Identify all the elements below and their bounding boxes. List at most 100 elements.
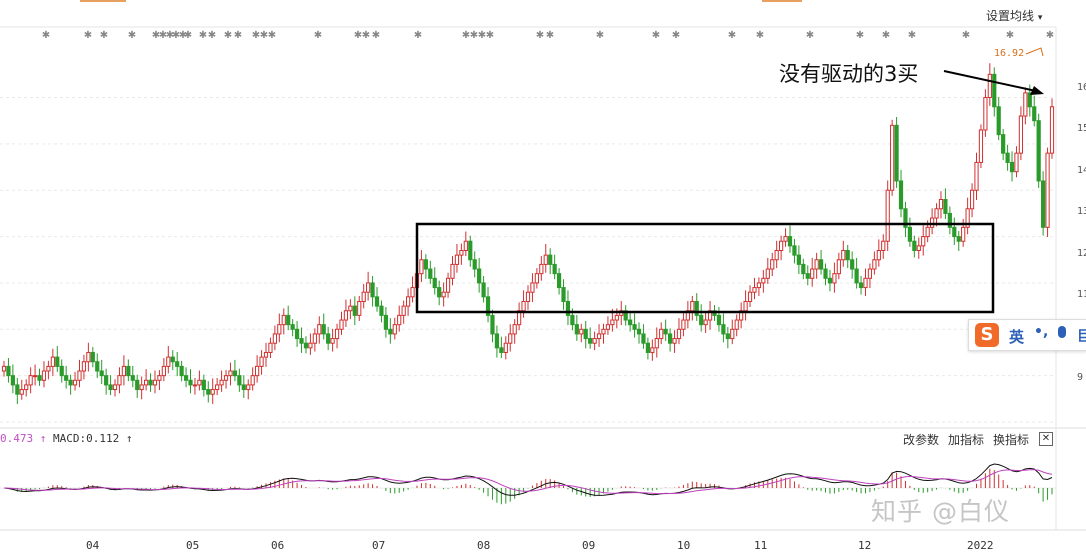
candle-body (286, 314, 291, 326)
candle-body (490, 314, 495, 335)
ime-more-icon[interactable]: 巨 (1077, 329, 1086, 345)
candle-body (37, 375, 42, 381)
candle-body (947, 212, 952, 228)
add-indicator-button[interactable]: 加指标 (948, 433, 985, 447)
candle-body (756, 282, 762, 289)
candle-body (148, 379, 153, 386)
candle-body (170, 356, 175, 363)
candle-body (423, 259, 428, 270)
event-marker: ✱ (354, 30, 362, 41)
candle-body (938, 199, 944, 210)
candle-body (197, 379, 202, 386)
edit-params-button[interactable]: 改参数 (903, 433, 940, 447)
x-tick-label: 06 (271, 539, 285, 552)
candle-body (219, 379, 224, 386)
ime-toolbar[interactable]: S 英 •, 巨 (968, 319, 1086, 351)
candle-body (223, 375, 229, 381)
candle-body (326, 333, 331, 344)
candle-body (95, 361, 100, 372)
candle-body (690, 300, 695, 312)
candle-body (339, 319, 344, 330)
y-tick-label: 9 (1077, 372, 1084, 383)
event-marker: ✱ (486, 30, 494, 41)
candle-body (907, 226, 912, 242)
event-marker: ✱ (260, 30, 268, 41)
candle-body (916, 245, 921, 251)
ime-punct-toggle[interactable]: •, (1034, 324, 1049, 340)
candle-body (779, 240, 784, 251)
candle-body (1032, 106, 1037, 122)
candle-body (792, 245, 797, 256)
candle-body (215, 384, 220, 391)
x-tick-label: 11 (754, 539, 768, 552)
candle-body (721, 324, 726, 335)
candle-body (401, 305, 406, 316)
candle-body (108, 384, 113, 391)
candle-body (157, 375, 162, 381)
event-marker: ✱ (199, 30, 207, 41)
candle-body (867, 268, 873, 279)
candle-body (854, 268, 859, 284)
candle-body (86, 351, 91, 363)
candle-body (765, 268, 770, 279)
annotation-arrow-line (943, 70, 1037, 92)
candle-body (636, 328, 642, 335)
event-marker: ✱ (152, 30, 160, 41)
candle-body (1045, 152, 1050, 228)
candle-body (561, 287, 566, 302)
candle-body (508, 333, 513, 344)
candle-body (1014, 152, 1019, 173)
candle-body (876, 249, 881, 261)
candle-body (494, 333, 500, 349)
candle-body (348, 305, 353, 312)
candle-body (1, 365, 7, 372)
candle-body (818, 259, 824, 270)
candle-body (321, 324, 326, 335)
candle-body (246, 384, 251, 391)
annotation-arrow-head (1030, 86, 1044, 95)
candle-body (144, 379, 149, 386)
candle-body (10, 375, 15, 386)
ime-lang-toggle[interactable]: 英 (1009, 328, 1025, 346)
candle-body (445, 277, 451, 293)
candle-body (477, 268, 482, 284)
candle-body (641, 333, 646, 344)
macd-header: 0.473 ↑ MACD:0.112 ↑ (0, 432, 132, 445)
switch-indicator-button[interactable]: 换指标 (993, 433, 1030, 447)
candle-body (472, 259, 477, 270)
ma-settings-button[interactable]: 设置均线 ▾ (986, 7, 1042, 24)
candle-body (894, 124, 899, 182)
candle-body (334, 328, 340, 340)
candle-body (943, 199, 948, 214)
candle-body (676, 328, 682, 340)
candle-body (752, 287, 757, 293)
candle-body (694, 300, 699, 316)
candle-body (898, 180, 904, 210)
close-icon[interactable]: ✕ (1039, 432, 1053, 446)
candle-body (659, 328, 664, 340)
candle-body (303, 342, 309, 349)
candle-body (881, 240, 886, 251)
candle-body (441, 291, 446, 298)
candle-body (903, 208, 908, 228)
candle-body (352, 305, 357, 316)
candle-body (796, 254, 801, 265)
candle-body (24, 384, 29, 391)
event-marker: ✱ (536, 30, 544, 41)
event-marker: ✱ (1006, 30, 1014, 41)
microphone-icon[interactable] (1058, 326, 1066, 338)
candle-body (952, 226, 957, 238)
x-tick-label: 2022 (967, 539, 994, 552)
candle-body (645, 342, 650, 353)
candle-body (64, 375, 69, 381)
candle-body (259, 356, 264, 367)
sogou-logo-icon[interactable]: S (975, 323, 999, 347)
event-marker: ✱ (728, 30, 736, 41)
candle-body (374, 296, 380, 307)
candle-body (930, 217, 935, 228)
event-marker: ✱ (159, 30, 167, 41)
event-marker: ✱ (166, 30, 174, 41)
candle-body (965, 208, 970, 228)
candle-body (263, 351, 269, 358)
candle-body (77, 370, 82, 381)
